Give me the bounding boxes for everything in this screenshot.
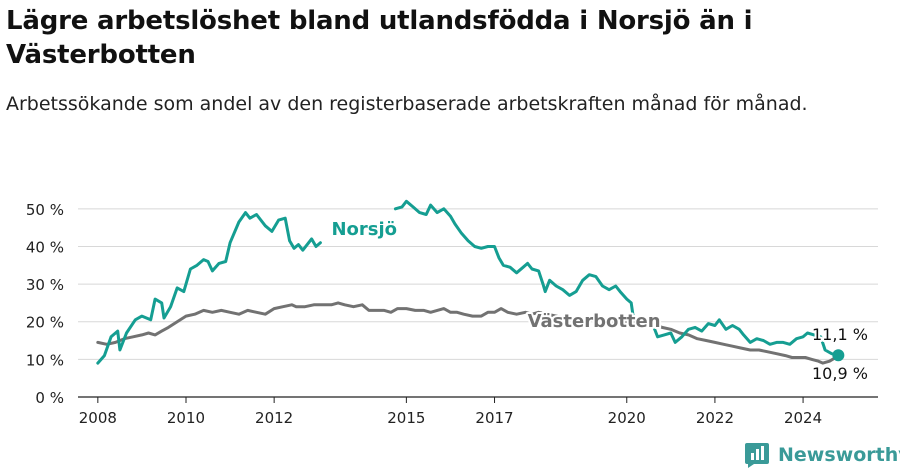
x-tick-label: 2012 (255, 409, 293, 427)
x-tick-label: 2020 (608, 409, 646, 427)
x-tick-label: 2015 (387, 409, 425, 427)
end-label-norsjo: 11,1 % (812, 325, 868, 344)
brand-logo: Newsworthy (744, 440, 900, 470)
y-tick-label: 40 % (26, 238, 64, 256)
x-tick-label: 2008 (79, 409, 117, 427)
x-tick-label: 2022 (696, 409, 734, 427)
end-label-vasterbotten: 10,9 % (812, 364, 868, 383)
x-tick-label: 2024 (784, 409, 822, 427)
y-tick-label: 50 % (26, 201, 64, 219)
newsworthy-logo-icon (745, 443, 769, 468)
y-tick-label: 0 % (35, 389, 64, 407)
y-tick-label: 10 % (26, 351, 64, 369)
series-line-vasterbotten (96, 301, 840, 365)
series-label-norsjo: Norsjö (331, 219, 397, 240)
series-label-vasterbotten: Västerbotten (528, 311, 661, 332)
y-tick-label: 30 % (26, 276, 64, 294)
chart-title: Lägre arbetslöshet bland utlandsfödda i … (6, 6, 753, 70)
end-point-marker (832, 349, 845, 362)
y-tick-label: 20 % (26, 314, 64, 332)
series-line-norsjo (96, 199, 840, 365)
brand-name: Newsworthy (778, 444, 900, 466)
x-tick-label: 2017 (475, 409, 513, 427)
chart-subtitle: Arbetssökande som andel av den registerb… (6, 93, 808, 115)
x-tick-label: 2010 (167, 409, 205, 427)
